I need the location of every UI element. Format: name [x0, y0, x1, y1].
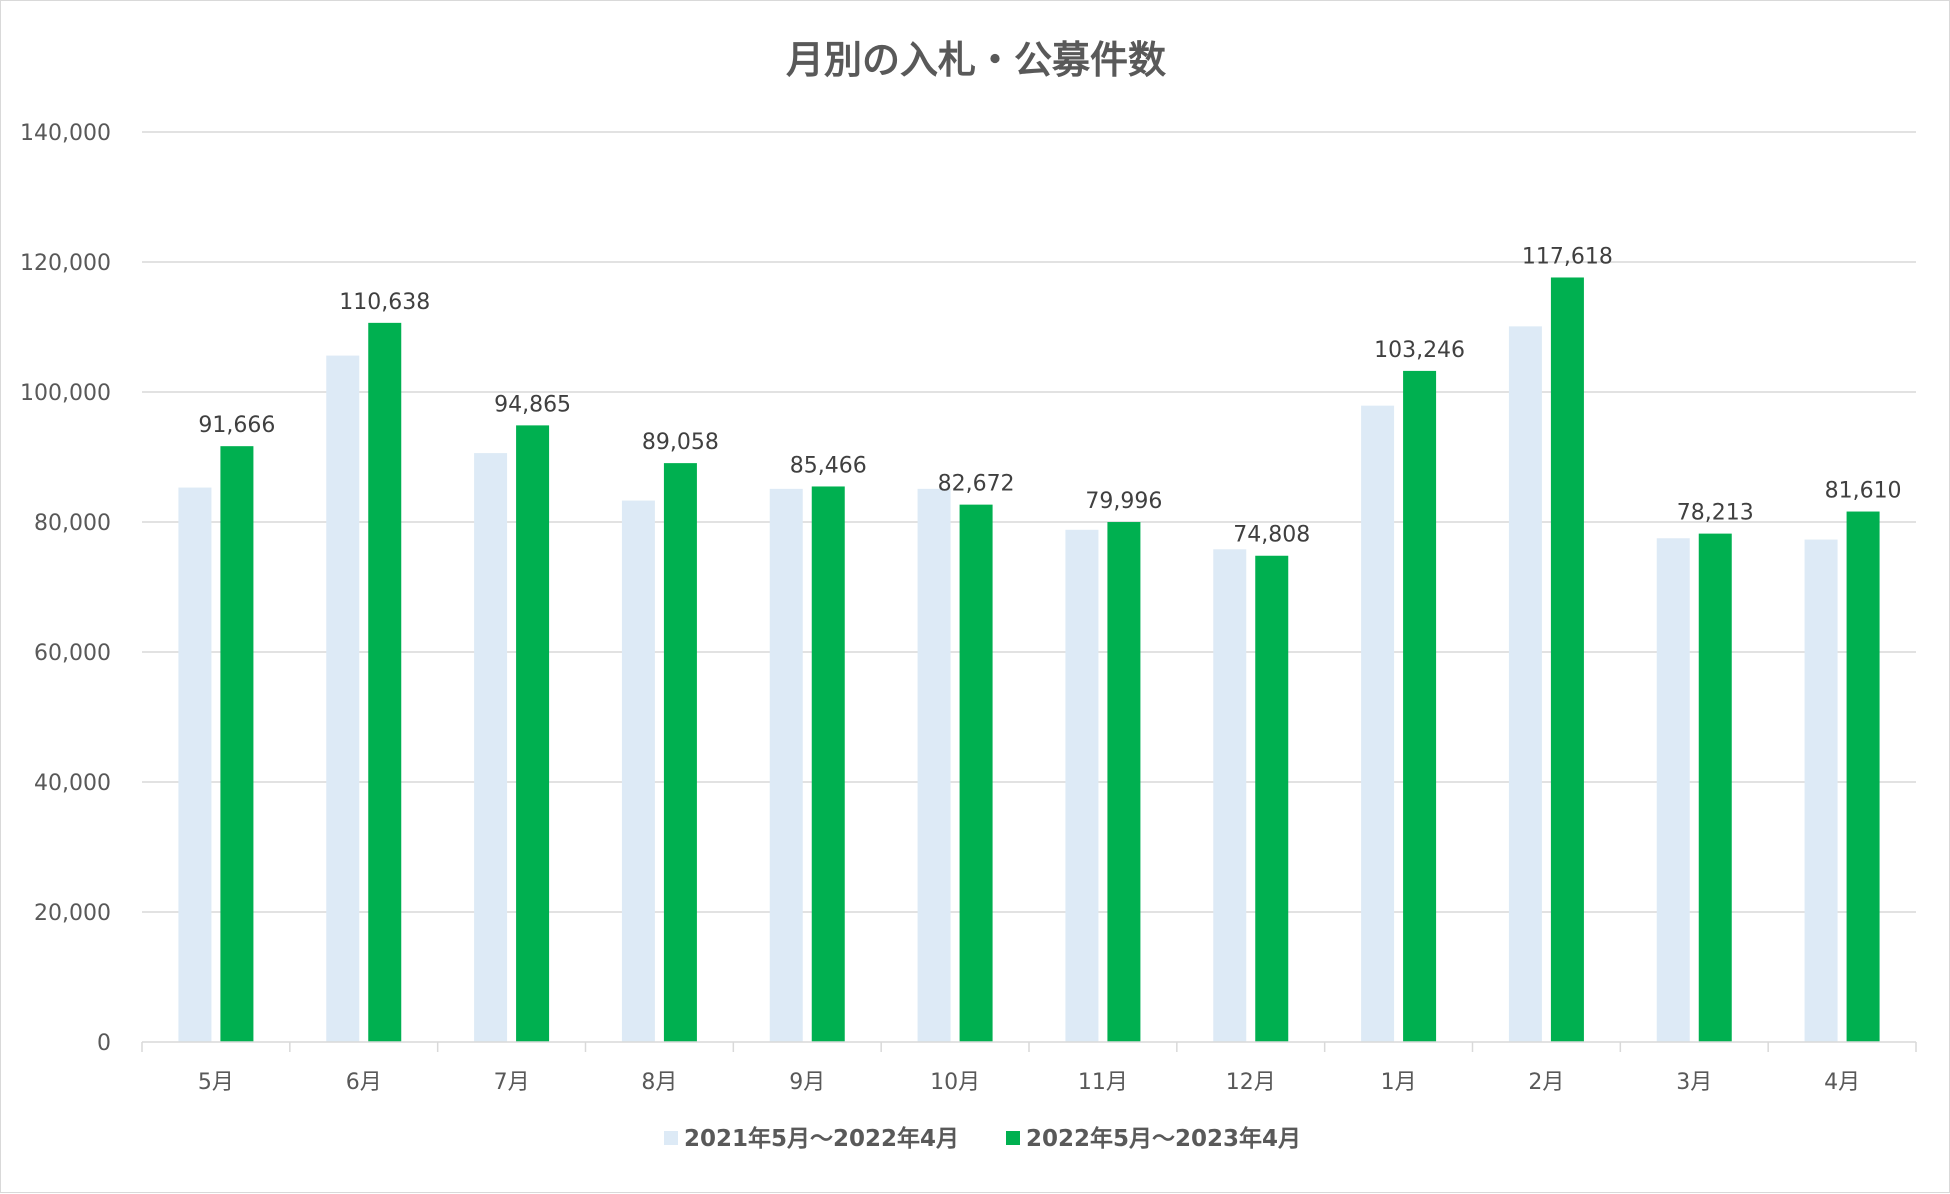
bar-previous-year [1065, 529, 1099, 1042]
data-label: 79,996 [1085, 489, 1162, 514]
data-label: 91,666 [198, 413, 275, 438]
data-label: 110,638 [339, 290, 430, 315]
y-tick-label: 40,000 [34, 771, 111, 796]
x-tick-label: 6月 [346, 1070, 382, 1095]
x-tick-label: 10月 [930, 1070, 980, 1095]
y-tick-label: 60,000 [34, 641, 111, 666]
y-axis-tick-labels: 0 20,000 40,000 60,000 80,000 100,000 120,000 1… [20, 121, 111, 1056]
y-tick-label: 20,000 [34, 901, 111, 926]
bar-previous-year [474, 453, 508, 1043]
data-label: 94,865 [494, 392, 571, 417]
bar-previous-year [769, 488, 803, 1043]
legend-swatch [1006, 1131, 1020, 1145]
bar-previous-year [1656, 538, 1690, 1042]
bar-current-year [1403, 370, 1437, 1042]
x-tick-label: 7月 [494, 1070, 530, 1095]
x-tick-label: 5月 [198, 1070, 234, 1095]
y-tick-label: 100,000 [20, 381, 111, 406]
bar-current-year [1846, 511, 1880, 1042]
x-tick-label: 4月 [1824, 1070, 1860, 1095]
bar-current-year [1107, 522, 1141, 1042]
bar-current-year [811, 486, 845, 1042]
x-axis: 5月 6月 7月 8月 9月 10月 11月 12月 1月 2月 3月 4月 [141, 1041, 1917, 1095]
legend-label: 2022年5月～2023年4月 [1026, 1125, 1301, 1152]
x-tick-label: 9月 [789, 1070, 825, 1095]
y-tick-label: 80,000 [34, 511, 111, 536]
chart-title: 月別の入札・公募件数 [786, 38, 1166, 82]
data-label: 85,466 [790, 453, 867, 478]
bar-previous-year [326, 355, 360, 1043]
bar-previous-year [1361, 405, 1395, 1042]
y-tick-label: 120,000 [20, 251, 111, 276]
bar-previous-year [1213, 549, 1247, 1042]
x-tick-label: 12月 [1226, 1070, 1276, 1095]
bar-current-year [959, 504, 993, 1043]
legend: 2021年5月～2022年4月 2022年5月～2023年4月 [664, 1125, 1301, 1152]
data-label: 78,213 [1677, 501, 1754, 526]
bar-current-year [1698, 533, 1732, 1042]
bar-current-year [516, 425, 550, 1042]
data-label: 82,672 [938, 472, 1015, 497]
bar-current-year [220, 446, 254, 1042]
bar-previous-year [917, 488, 951, 1043]
legend-item: 2022年5月～2023年4月 [1006, 1125, 1301, 1152]
x-tick-label: 2月 [1528, 1070, 1564, 1095]
data-label: 89,058 [642, 430, 719, 455]
x-tick-label: 8月 [641, 1070, 677, 1095]
bar-previous-year [178, 487, 212, 1042]
x-tick-label: 11月 [1078, 1070, 1128, 1095]
bar-current-year [368, 322, 402, 1042]
bar-previous-year [621, 500, 655, 1042]
legend-swatch [664, 1131, 678, 1145]
data-label: 74,808 [1233, 523, 1310, 548]
legend-item: 2021年5月～2022年4月 [664, 1125, 959, 1152]
data-label: 103,246 [1374, 338, 1465, 363]
bar-previous-year [1508, 326, 1542, 1043]
bar-previous-year [1804, 539, 1838, 1042]
bars [178, 277, 1880, 1043]
bar-current-year [1550, 277, 1584, 1042]
y-tick-label: 0 [97, 1031, 111, 1056]
y-tick-label: 140,000 [20, 121, 111, 146]
bar-current-year [663, 463, 697, 1042]
data-labels: 91,666 110,638 94,865 89,058 85,466 82,672 79,… [198, 244, 1901, 547]
x-tick-label: 3月 [1676, 1070, 1712, 1095]
data-label: 117,618 [1522, 244, 1613, 269]
legend-label: 2021年5月～2022年4月 [684, 1125, 959, 1152]
x-tick-label: 1月 [1381, 1070, 1417, 1095]
gridlines [142, 131, 1916, 913]
bar-current-year [1255, 555, 1289, 1042]
data-label: 81,610 [1825, 479, 1902, 504]
